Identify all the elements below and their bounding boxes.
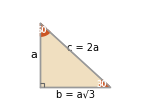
Polygon shape bbox=[100, 80, 109, 87]
Text: b = a√3: b = a√3 bbox=[56, 89, 95, 99]
Polygon shape bbox=[41, 23, 109, 87]
Text: 60°: 60° bbox=[36, 26, 51, 35]
Polygon shape bbox=[41, 23, 50, 36]
Text: c = 2a: c = 2a bbox=[67, 43, 99, 53]
Text: a: a bbox=[30, 50, 37, 60]
Text: 30°: 30° bbox=[96, 80, 110, 89]
